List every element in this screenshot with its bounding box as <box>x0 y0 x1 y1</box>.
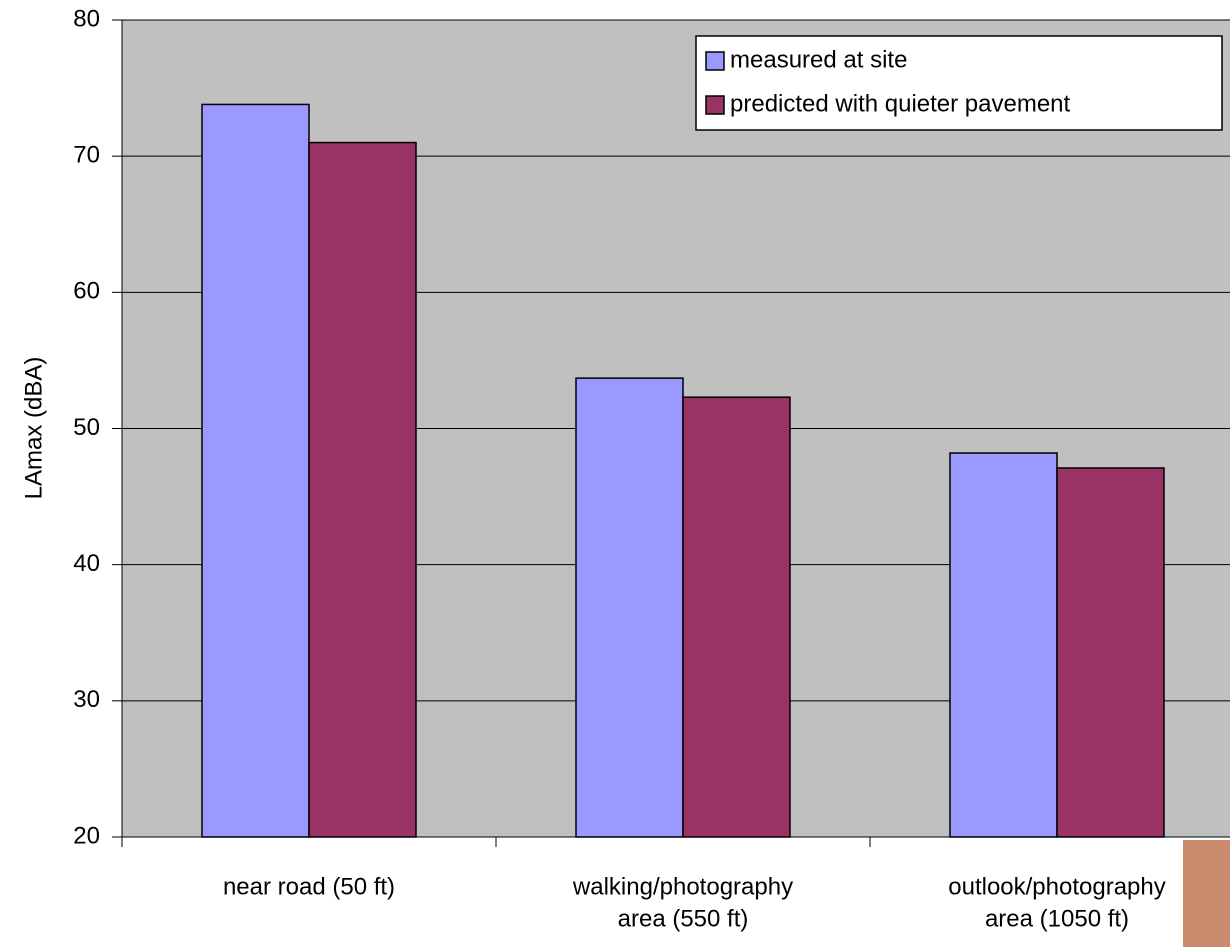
legend-swatch <box>706 96 724 114</box>
legend-label: predicted with quieter pavement <box>730 90 1071 117</box>
x-tick-label: area (550 ft) <box>618 905 749 932</box>
thumbnail-image <box>1183 840 1230 947</box>
x-tick-label: walking/photography <box>572 873 793 900</box>
bar <box>1057 468 1164 837</box>
y-tick-label: 50 <box>73 414 100 441</box>
y-tick-label: 30 <box>73 686 100 713</box>
x-tick-label: area (1050 ft) <box>985 905 1129 932</box>
bar <box>950 453 1057 837</box>
y-tick-label: 40 <box>73 550 100 577</box>
bar <box>683 397 790 837</box>
legend-swatch <box>706 52 724 70</box>
y-tick-label: 20 <box>73 822 100 849</box>
chart: LAmax (dBA) 20 30 40 50 60 70 80 near road (50 … <box>0 0 1230 947</box>
y-tick-label: 60 <box>73 278 100 305</box>
bar <box>576 378 683 837</box>
y-tick-label: 80 <box>73 5 100 32</box>
legend-label: measured at site <box>730 46 907 73</box>
x-tick-label: outlook/photography <box>948 873 1166 900</box>
y-tick-label: 70 <box>73 142 100 169</box>
bar <box>309 143 416 837</box>
x-tick-label: near road (50 ft) <box>223 873 395 900</box>
bar <box>202 104 309 837</box>
y-axis-label: LAmax (dBA) <box>20 357 47 500</box>
